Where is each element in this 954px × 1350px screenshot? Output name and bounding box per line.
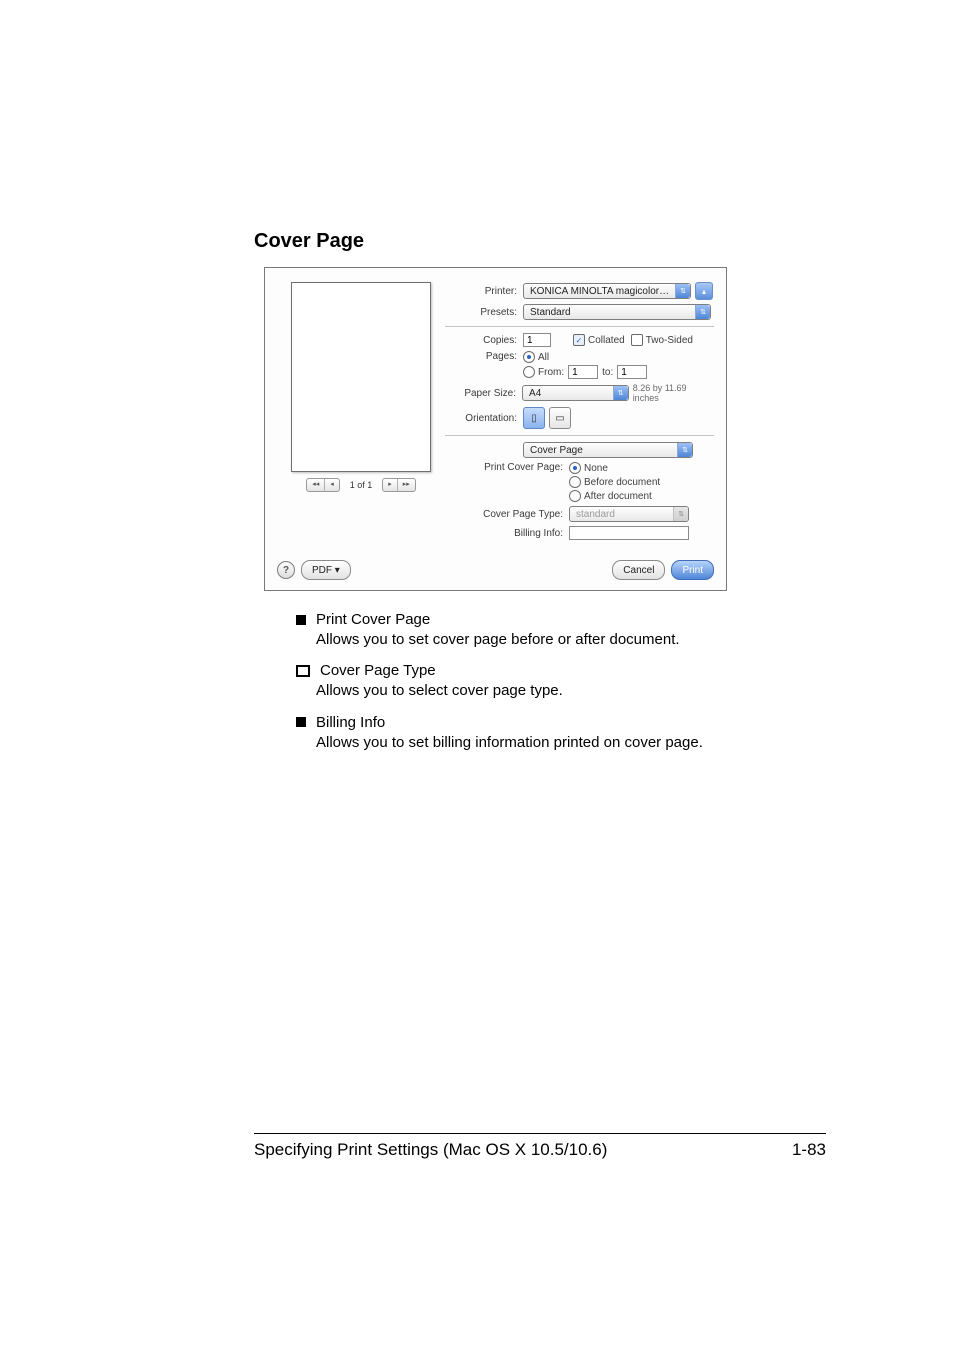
preview-column: ◂◂◂ 1 of 1 ▸▸▸ [277,282,445,544]
papersize-label: Paper Size: [445,388,522,399]
bullet-title: Cover Page Type [320,662,436,679]
pages-from-input[interactable] [568,365,598,379]
pages-from-label: From: [538,367,564,378]
cover-before-label: Before document [584,477,660,488]
prev-page-icon: ◂ [324,479,339,491]
page-count: 1 of 1 [344,480,379,490]
form-column: Printer: KONICA MINOLTA magicolor 1... ⇅… [445,282,714,544]
copies-label: Copies: [445,335,523,346]
pages-all-radio[interactable] [523,351,535,363]
help-button[interactable]: ? [277,561,295,579]
bullet-item: Billing Info Allows you to set billing i… [296,714,826,753]
cover-none-label: None [584,463,608,474]
pages-from-radio[interactable] [523,366,535,378]
bullet-title: Print Cover Page [316,611,430,628]
preview-pagination: ◂◂◂ 1 of 1 ▸▸▸ [277,478,445,492]
orientation-label: Orientation: [445,413,523,424]
papersize-value: A4 [529,388,609,399]
pages-all-label: All [538,352,549,363]
cover-before-radio[interactable] [569,476,581,488]
covertype-label: Cover Page Type: [445,509,569,520]
chevron-updown-icon: ⇅ [675,284,690,298]
pdf-menu[interactable]: PDF ▾ [301,560,351,580]
section-title: Cover Page [254,230,826,253]
collated-label: Collated [588,335,625,346]
bullet-desc: Allows you to select cover page type. [316,681,826,701]
next-page-icon: ▸ [383,479,397,491]
pages-to-label: to: [602,367,613,378]
footer-right: 1-83 [792,1140,826,1160]
cover-after-radio[interactable] [569,490,581,502]
cover-none-radio[interactable] [569,462,581,474]
footer-left: Specifying Print Settings (Mac OS X 10.5… [254,1140,607,1160]
bullet-desc: Allows you to set billing information pr… [316,733,826,753]
document-page: Cover Page ◂◂◂ 1 of 1 ▸▸▸ Printer: KONIC… [0,0,954,1350]
last-page-icon: ▸▸ [397,479,415,491]
papersize-select[interactable]: A4 ⇅ [522,385,629,401]
square-bullet-icon [296,615,306,625]
page-preview [291,282,431,472]
bullet-desc: Allows you to set cover page before or a… [316,630,826,650]
pages-label: Pages: [445,351,523,362]
orientation-portrait[interactable]: ▯ [523,407,545,429]
square-bullet-icon [296,717,306,727]
presets-value: Standard [530,307,691,318]
papersize-dimensions: 8.26 by 11.69 inches [633,383,714,403]
copies-input[interactable] [523,333,551,347]
orientation-landscape[interactable]: ▭ [549,407,571,429]
page-footer: Specifying Print Settings (Mac OS X 10.5… [254,1133,826,1160]
square-bullet-icon [296,665,310,677]
first-page-icon: ◂◂ [307,479,324,491]
pages-to-input[interactable] [617,365,647,379]
chevron-updown-icon: ⇅ [695,305,710,319]
chevron-updown-icon: ⇅ [613,386,628,400]
bullet-list: Print Cover Page Allows you to set cover… [254,611,826,753]
print-button[interactable]: Print [671,560,714,580]
panel-value: Cover Page [530,445,673,456]
presets-select[interactable]: Standard ⇅ [523,304,711,320]
billing-input[interactable] [569,526,689,540]
presets-label: Presets: [445,307,523,318]
twosided-label: Two-Sided [646,335,693,346]
collated-checkbox[interactable]: ✓ [573,334,585,346]
cover-after-label: After document [584,491,652,502]
print-dialog: ◂◂◂ 1 of 1 ▸▸▸ Printer: KONICA MINOLTA m… [264,267,727,591]
bullet-title: Billing Info [316,714,385,731]
next-buttons[interactable]: ▸▸▸ [382,478,416,492]
chevron-updown-icon: ⇅ [673,507,688,521]
panel-select[interactable]: Cover Page ⇅ [523,442,693,458]
bullet-item: Cover Page Type Allows you to select cov… [296,662,826,701]
printer-label: Printer: [445,286,523,297]
cancel-button[interactable]: Cancel [612,560,665,580]
chevron-updown-icon: ⇅ [677,443,692,457]
printer-value: KONICA MINOLTA magicolor 1... [530,286,671,297]
billing-label: Billing Info: [445,528,569,539]
prev-buttons[interactable]: ◂◂◂ [306,478,340,492]
covertype-value: standard [576,509,669,520]
covertype-select: standard ⇅ [569,506,689,522]
coverpage-label: Print Cover Page: [445,462,569,473]
twosided-checkbox[interactable] [631,334,643,346]
bullet-item: Print Cover Page Allows you to set cover… [296,611,826,650]
collapse-button[interactable]: ▴ [695,282,713,300]
printer-select[interactable]: KONICA MINOLTA magicolor 1... ⇅ [523,283,691,299]
